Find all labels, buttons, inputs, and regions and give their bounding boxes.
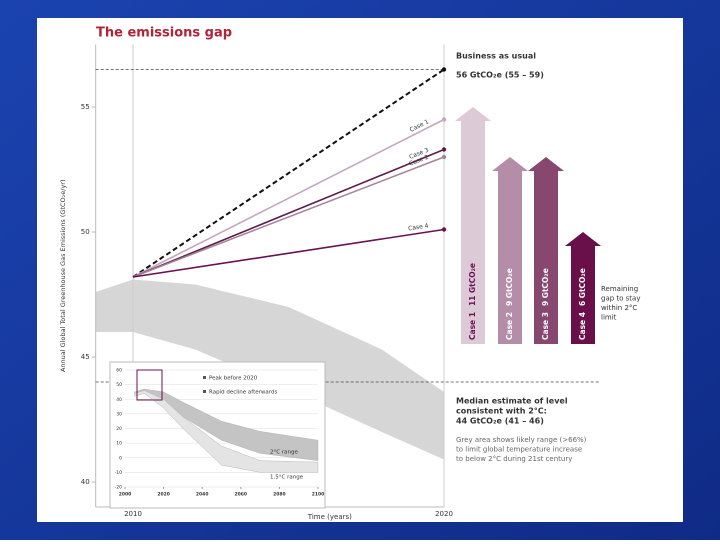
- inset-y-tick-label: 50: [116, 382, 122, 388]
- series-end-point: [441, 117, 447, 122]
- gap-arrow: [565, 232, 601, 344]
- median-label: Median estimate of level: [456, 397, 568, 406]
- series-line: [132, 118, 445, 278]
- note-text: Grey area shows likely range (>66%): [456, 436, 587, 444]
- series-line: [132, 228, 445, 278]
- inset-y-tick-label: 0: [119, 455, 122, 461]
- inset-x-tick-label: 2020: [157, 492, 170, 498]
- x-tick-label: 2020: [435, 510, 453, 518]
- y-axis-label: Annual Global Total Greenhouse Gas Emiss…: [59, 179, 67, 372]
- series-end-point: [441, 154, 447, 160]
- inset-x-tick-label: 2080: [273, 492, 286, 498]
- gap-value-label: 11 GtCO₂e: [468, 263, 477, 306]
- x-tick-label: 2010: [124, 510, 142, 518]
- gap-arrow: [528, 157, 564, 344]
- inset-y-tick-label: 30: [116, 411, 122, 417]
- inset-x-tick-label: 2040: [196, 492, 209, 498]
- inset-x-tick-label: 2100: [312, 492, 325, 498]
- series-line: [132, 68, 445, 278]
- inset-x-tick-label: 2060: [235, 492, 248, 498]
- inset-highlight: [136, 369, 163, 401]
- inset-y-tick-label: 40: [116, 397, 122, 403]
- median-label: consistent with 2°C:: [456, 407, 547, 416]
- inset-range-label: 2°C range: [270, 450, 298, 456]
- gap-value-label: 9 GtCO₂e: [505, 268, 514, 306]
- gap-label: Case 3 9 GtCO₂e: [541, 268, 550, 340]
- series-line: [132, 148, 445, 278]
- gap-text: limit: [601, 314, 617, 322]
- y-tick-label: 55: [81, 103, 90, 111]
- inset-y-tick-label: 60: [116, 368, 122, 374]
- note-text: to limit global temperature increase: [456, 446, 582, 454]
- gap-case-name: Case 1: [468, 312, 477, 340]
- gap-label: Case 1 11 GtCO₂e: [468, 263, 477, 340]
- inset-chart: -20 -10 0 10 20 30 40 50 60 2000 2020 2040 2060 2080 2…: [109, 361, 326, 509]
- gap-case-name: Case 3: [541, 312, 550, 340]
- series-end-point: [441, 147, 447, 152]
- bau-label: Business as usual: [456, 52, 536, 61]
- inset-y-tick-label: 10: [116, 441, 122, 447]
- gap-text: within 2°C: [601, 304, 637, 312]
- series-end-point: [441, 227, 447, 232]
- chart-title: The emissions gap: [96, 26, 232, 41]
- bau-value: 56 GtCO₂e (55 – 59): [456, 71, 544, 80]
- gap-label: Case 2 9 GtCO₂e: [505, 268, 514, 340]
- inset-y-tick-label: -20: [115, 485, 122, 491]
- x-axis-label: Time (years): [307, 513, 352, 521]
- legend-label: Rapid decline afterwards: [209, 390, 277, 396]
- inset-y-tick-label: 20: [116, 426, 122, 432]
- gap-value-label: 9 GtCO₂e: [541, 268, 550, 306]
- gap-case-name: Case 2: [505, 312, 514, 340]
- median-value: 44 GtCO₂e (41 – 46): [456, 417, 544, 426]
- y-tick-label: 40: [81, 478, 90, 486]
- inset-range-band: [134, 390, 319, 473]
- series-line: [132, 156, 445, 278]
- y-tick-label: 45: [81, 353, 90, 361]
- gap-label: Case 4 6 GtCO₂e: [578, 268, 587, 340]
- case-label: Case 4: [408, 222, 429, 232]
- series-end-point: [441, 67, 447, 72]
- inset-range-label: 1.5°C range: [270, 475, 304, 481]
- gap-text: Remaining: [601, 285, 638, 293]
- gap-arrow: [492, 157, 528, 344]
- gap-case-name: Case 4: [578, 312, 587, 340]
- legend-marker: [203, 376, 206, 379]
- y-tick-label: 50: [81, 228, 90, 236]
- gap-value-label: 6 GtCO₂e: [578, 268, 587, 306]
- inset-x-tick-label: 2000: [119, 492, 132, 498]
- note-text: to below 2°C during 21st century: [456, 455, 572, 463]
- legend-marker: [203, 390, 206, 393]
- gap-text: gap to stay: [601, 295, 640, 303]
- gap-arrow: [455, 107, 491, 344]
- inset-y-tick-label: -10: [115, 470, 122, 476]
- legend-label: Peak before 2020: [209, 376, 258, 382]
